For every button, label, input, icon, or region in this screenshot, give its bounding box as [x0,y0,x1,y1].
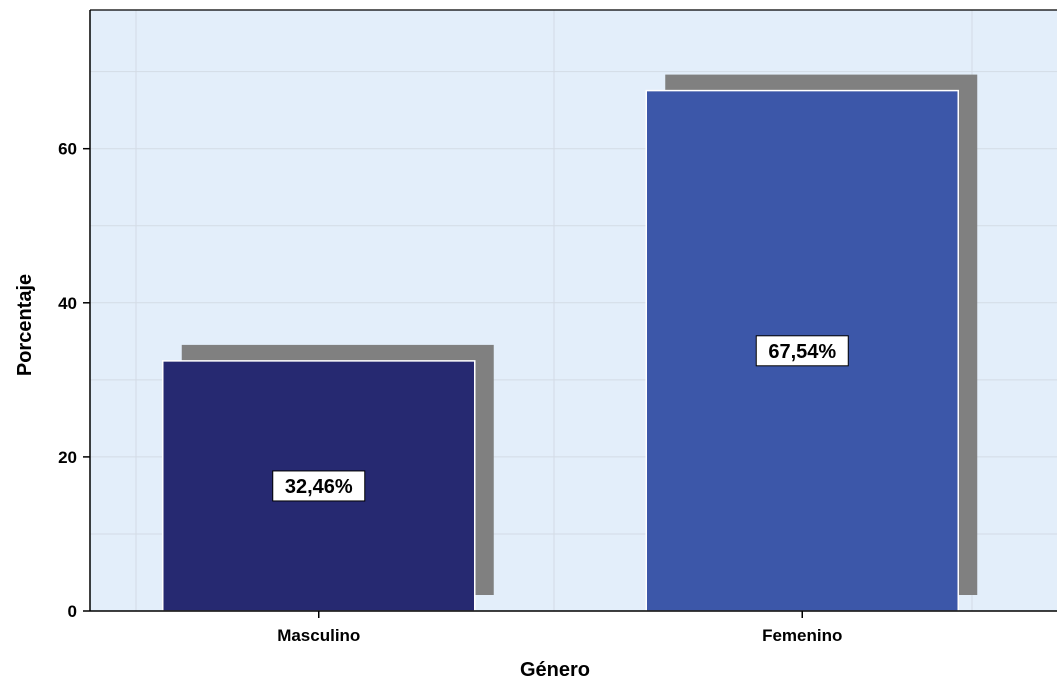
data-label-box [272,470,366,502]
bars: 32,46% 67,54% [162,74,978,612]
x-ticks: Masculino Femenino [277,611,842,645]
y-tick-label: 60 [58,140,77,159]
y-ticks: 0 20 40 60 [58,140,90,621]
y-axis-title: Porcentaje [14,274,36,376]
x-axis-title: Género [520,659,590,679]
y-tick-label: 20 [58,448,77,467]
y-tick-label: 0 [68,602,77,621]
data-label-box [755,335,849,367]
x-tick-label: Femenino [762,626,842,645]
data-label: 67,54% [768,341,836,363]
y-tick-label: 40 [58,294,77,313]
x-tick-label: Masculino [277,626,360,645]
data-label: 32,46% [285,476,353,498]
